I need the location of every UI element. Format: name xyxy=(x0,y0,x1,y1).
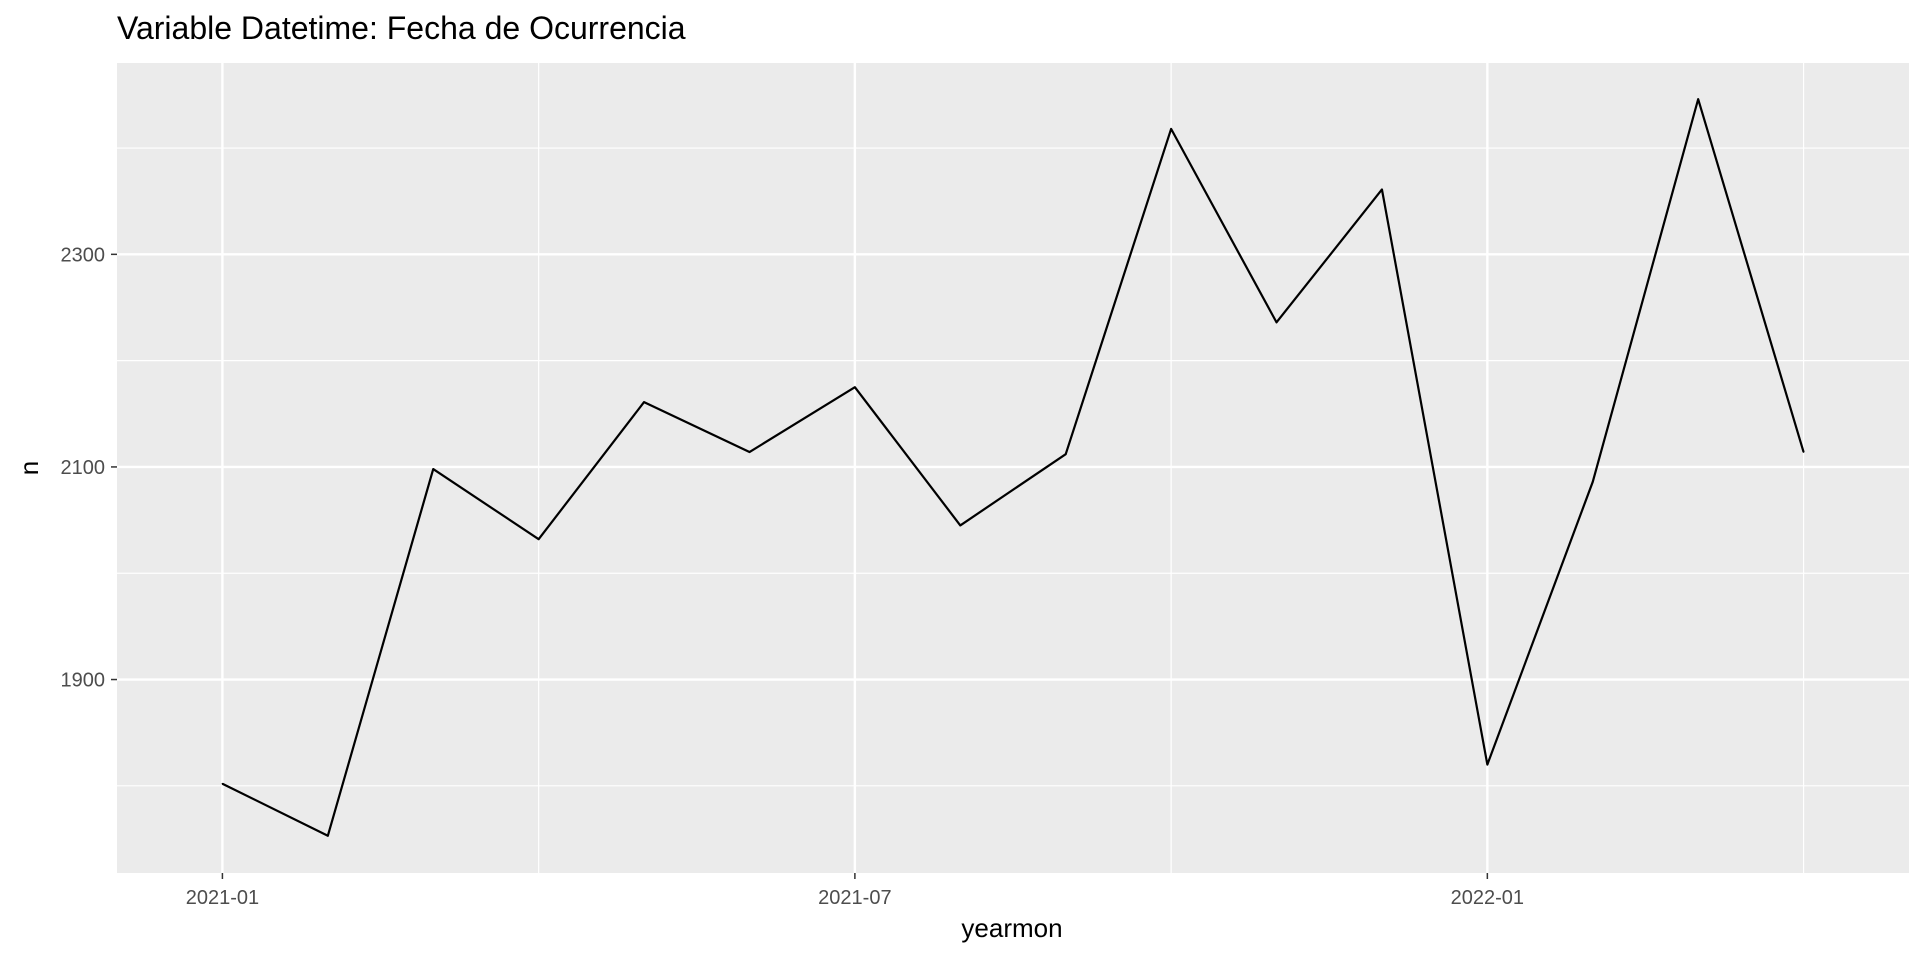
data-point xyxy=(1275,321,1278,324)
data-point xyxy=(327,834,329,837)
data-point xyxy=(748,451,751,453)
data-point xyxy=(1802,451,1805,453)
y-axis-title: n xyxy=(14,461,44,475)
data-point xyxy=(854,386,856,389)
x-axis-title: yearmon xyxy=(961,913,1062,943)
data-point xyxy=(1591,481,1594,483)
data-point xyxy=(1486,763,1489,766)
data-point xyxy=(537,538,540,541)
major-gridlines xyxy=(117,63,1909,873)
x-axis: 2021-01 2021-07 2022-01 xyxy=(186,873,1524,909)
series-line xyxy=(221,98,1805,837)
x-tick-label: 2021-01 xyxy=(186,887,259,909)
data-point xyxy=(1064,453,1067,455)
series-layer xyxy=(221,98,1805,837)
data-point xyxy=(1697,98,1699,100)
data-point xyxy=(432,468,435,470)
y-tick-label: 1900 xyxy=(61,670,106,692)
x-tick-label: 2022-01 xyxy=(1451,887,1524,909)
data-point xyxy=(221,782,224,785)
data-point xyxy=(643,401,645,403)
y-tick-label: 2100 xyxy=(61,457,106,479)
y-axis: 1900 2100 2300 xyxy=(61,244,117,692)
data-point xyxy=(1170,128,1172,130)
chart-title: Variable Datetime: Fecha de Ocurrencia xyxy=(117,10,686,46)
x-tick-label: 2021-07 xyxy=(818,887,891,909)
data-point xyxy=(1381,188,1383,191)
data-point xyxy=(959,524,962,527)
y-tick-label: 2300 xyxy=(61,244,106,266)
